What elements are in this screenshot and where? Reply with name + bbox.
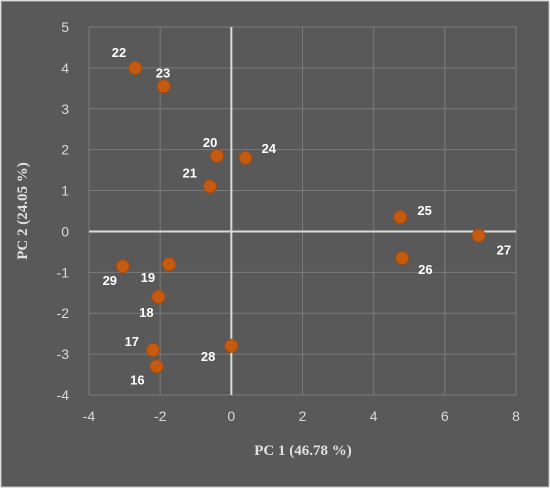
point-label: 17 [125,334,139,349]
point-label: 25 [417,203,431,218]
data-point [471,228,486,243]
data-point [393,210,408,225]
x-axis-title: PC 1 (46.78 %) [254,443,352,459]
point-label: 19 [141,270,155,285]
x-tick-label: 2 [299,408,307,424]
x-tick-label: 8 [512,408,520,424]
point-label: 24 [262,141,277,156]
y-tick-label: 5 [61,19,69,35]
data-points [115,60,486,374]
y-tick-label: 1 [61,183,69,199]
point-label: 22 [112,45,126,60]
point-label: 20 [203,135,217,150]
data-point [146,343,161,358]
data-point [238,150,253,165]
y-tick-label: 3 [61,101,69,117]
data-point [162,257,177,272]
x-tick-label: 0 [227,408,235,424]
gridlines [88,26,517,396]
data-point [202,179,217,194]
point-label: 26 [418,262,432,277]
data-point [115,259,130,274]
data-point [151,289,166,304]
x-tick-label: -4 [83,408,96,424]
point-label: 23 [156,65,170,80]
y-tick-label: 2 [61,142,69,158]
y-tick-label: -3 [57,346,70,362]
point-label: 21 [183,165,197,180]
point-label: 29 [103,273,117,288]
data-point [210,148,225,163]
y-tick-label: -4 [57,387,70,403]
data-point [224,338,239,353]
data-point [149,359,164,374]
y-tick-label: -1 [57,264,70,280]
y-axis-title: PC 2 (24.05 %) [15,162,31,260]
data-point [128,60,143,75]
y-tick-label: 4 [61,60,69,76]
y-tick-label: -2 [57,305,70,321]
x-tick-label: -2 [154,408,167,424]
zero-axes [89,27,516,395]
point-label: 18 [139,305,153,320]
x-tick-label: 4 [370,408,378,424]
data-point [156,79,171,94]
x-tick-label: 6 [441,408,449,424]
point-label: 16 [130,372,144,387]
data-point [395,251,410,266]
point-label: 27 [497,243,511,258]
y-tick-label: 0 [61,223,69,239]
point-label: 28 [201,349,215,364]
